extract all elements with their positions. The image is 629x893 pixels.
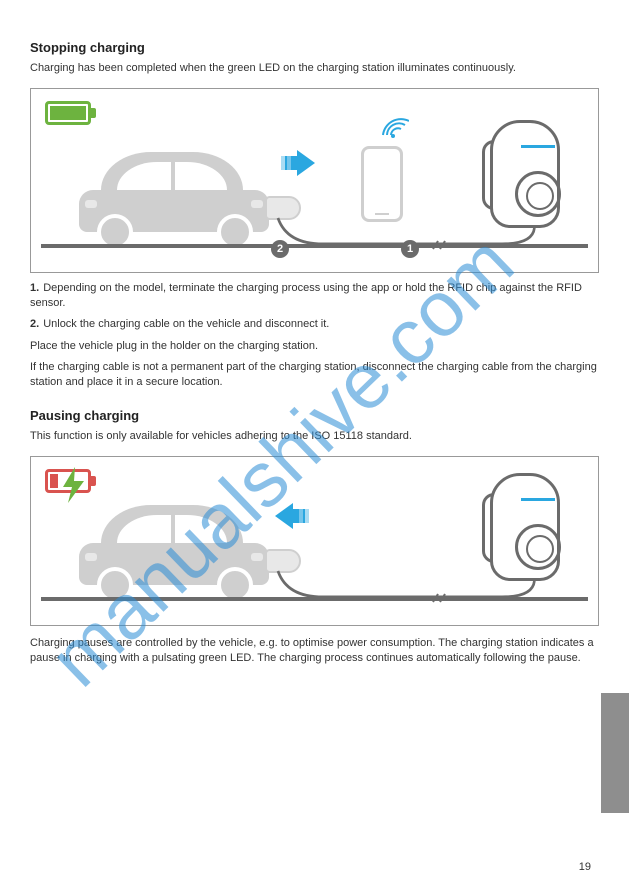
pause-body: Charging pauses are controlled by the ve… bbox=[30, 636, 599, 666]
ground-line bbox=[41, 597, 588, 601]
car-icon bbox=[79, 505, 269, 603]
battery-full-icon bbox=[45, 101, 91, 125]
stop-title: Stopping charging bbox=[30, 40, 599, 55]
stop-step-1: 1.Depending on the model, terminate the … bbox=[30, 281, 599, 311]
marker-2: 2 bbox=[271, 240, 289, 258]
step-num: 2. bbox=[30, 318, 39, 330]
wifi-icon bbox=[379, 115, 409, 144]
pause-note: This function is only available for vehi… bbox=[30, 429, 599, 444]
after-stop-2: If the charging cable is not a permanent… bbox=[30, 360, 599, 390]
stop-step-2: 2.Unlock the charging cable on the vehic… bbox=[30, 317, 599, 332]
stop-intro: Charging has been completed when the gre… bbox=[30, 61, 599, 76]
marker-1: 1 bbox=[401, 240, 419, 258]
battery-low-icon bbox=[45, 469, 91, 493]
car-icon bbox=[79, 152, 269, 250]
pause-title: Pausing charging bbox=[30, 408, 599, 423]
arrow-right-icon bbox=[281, 150, 315, 176]
page-tab bbox=[601, 693, 629, 813]
step-num: 1. bbox=[30, 282, 39, 294]
ground-line bbox=[41, 244, 588, 248]
arrow-left-icon bbox=[275, 503, 309, 529]
after-stop-1: Place the vehicle plug in the holder on … bbox=[30, 339, 599, 354]
cable-icon bbox=[269, 561, 538, 601]
figure-stop-charging: 2 1 bbox=[30, 88, 599, 273]
figure-pause-charging bbox=[30, 456, 599, 626]
page-number: 19 bbox=[579, 861, 591, 873]
